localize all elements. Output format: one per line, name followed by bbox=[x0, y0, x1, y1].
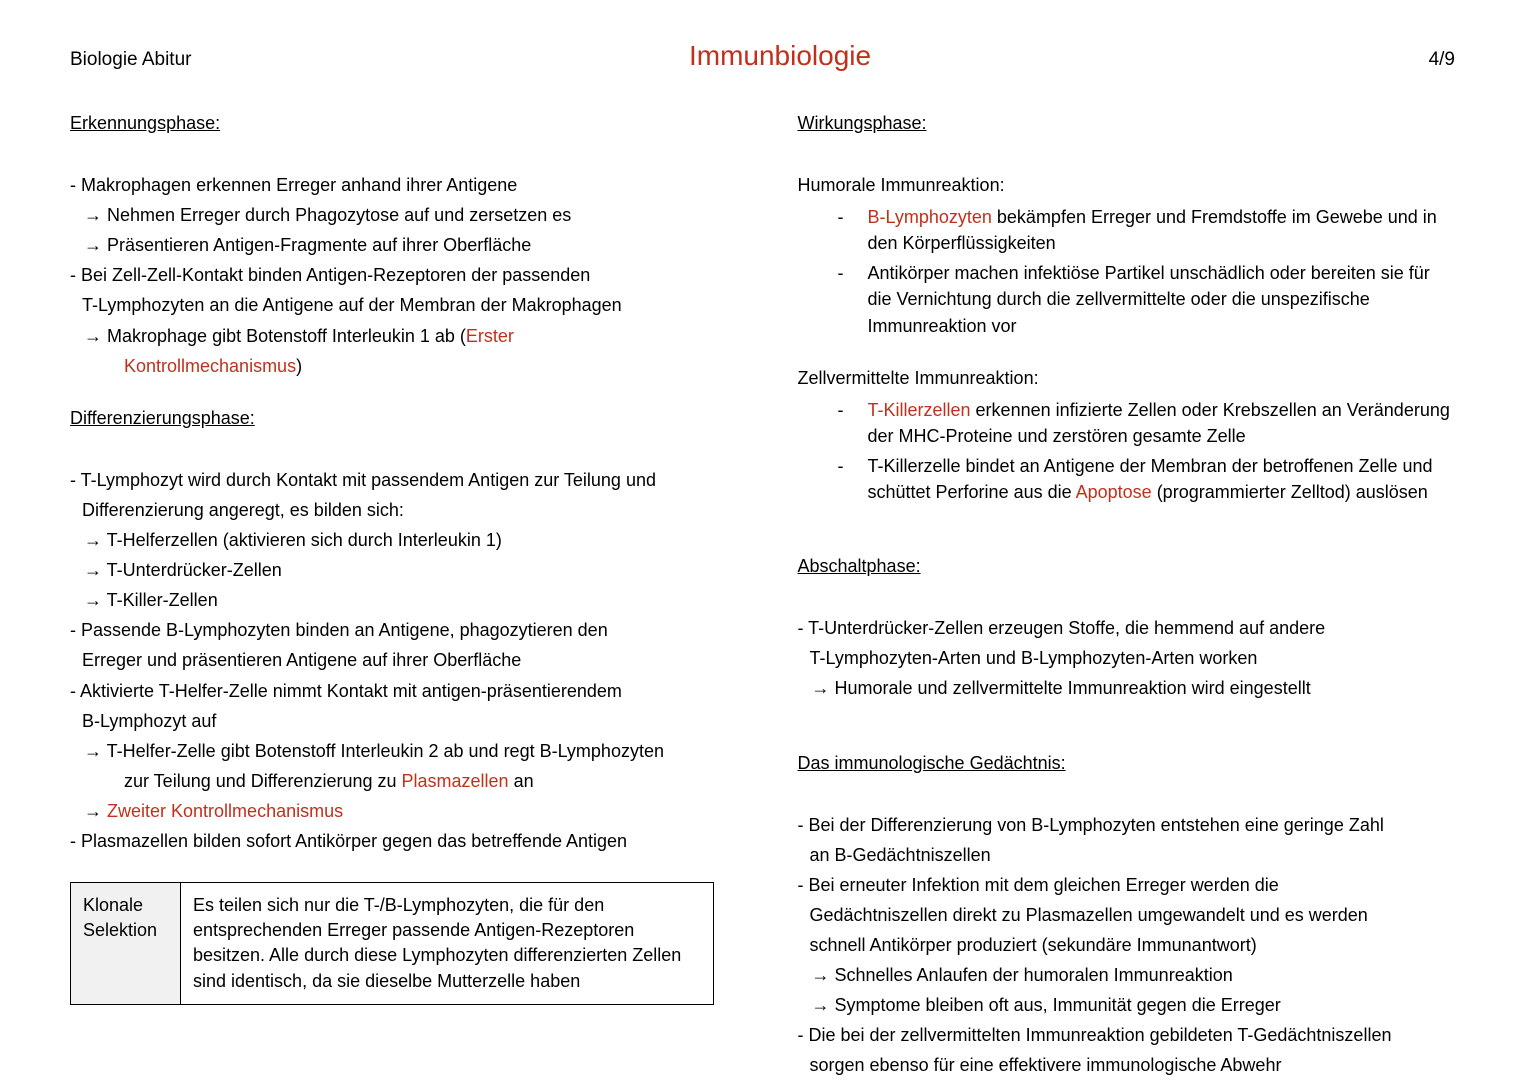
text-line: - Passende B-Lymphozyten binden an Antig… bbox=[70, 617, 728, 643]
text-line: Gedächtniszellen direkt zu Plasmazellen … bbox=[798, 902, 1456, 928]
text-fragment: (programmierter Zelltod) auslösen bbox=[1152, 482, 1428, 502]
text-line: → Humorale und zellvermittelte Immunreak… bbox=[798, 675, 1456, 701]
text-fragment: an bbox=[509, 771, 534, 791]
text-line: → T-Unterdrücker-Zellen bbox=[70, 557, 728, 583]
right-column: Wirkungsphase: Humorale Immunreaktion: B… bbox=[798, 110, 1456, 1082]
subheading-zellvermittelt: Zellvermittelte Immunreaktion: bbox=[798, 365, 1456, 391]
text-line: schnell Antikörper produziert (sekundäre… bbox=[798, 932, 1456, 958]
text-line: → Nehmen Erreger durch Phagozytose auf u… bbox=[70, 202, 728, 228]
text-fragment: ) bbox=[296, 356, 302, 376]
text-fragment: zur Teilung und Differenzierung zu bbox=[124, 771, 402, 791]
text-line: - T-Lymphozyt wird durch Kontakt mit pas… bbox=[70, 467, 728, 493]
text-line: → Präsentieren Antigen-Fragmente auf ihr… bbox=[70, 232, 728, 258]
text-line: Differenzierung angeregt, es bilden sich… bbox=[70, 497, 728, 523]
heading-differenzierungsphase: Differenzierungsphase: bbox=[70, 405, 728, 431]
highlight-term: Zweiter Kontrollmechanismus bbox=[107, 801, 343, 821]
highlight-term: Kontrollmechanismus bbox=[124, 356, 296, 376]
text-line: an B-Gedächtniszellen bbox=[798, 842, 1456, 868]
text-line: T-Lymphozyten-Arten und B-Lymphozyten-Ar… bbox=[798, 645, 1456, 671]
text-line: → T-Helferzellen (aktivieren sich durch … bbox=[70, 527, 728, 553]
text-line: - Bei der Differenzierung von B-Lymphozy… bbox=[798, 812, 1456, 838]
heading-wirkungsphase: Wirkungsphase: bbox=[798, 110, 1456, 136]
text-line: - Die bei der zellvermittelten Immunreak… bbox=[798, 1022, 1456, 1048]
table-term-cell: Klonale Selektion bbox=[71, 883, 181, 1005]
text-line: - Bei Zell-Zell-Kontakt binden Antigen-R… bbox=[70, 262, 728, 288]
text-line: → Schnelles Anlaufen der humoralen Immun… bbox=[798, 962, 1456, 988]
text-line: Erreger und präsentieren Antigene auf ih… bbox=[70, 647, 728, 673]
list-item: Antikörper machen infektiöse Partikel un… bbox=[868, 260, 1456, 338]
text-line: - Bei erneuter Infektion mit dem gleiche… bbox=[798, 872, 1456, 898]
page-title: Immunbiologie bbox=[131, 40, 1428, 72]
bullet-list: B-Lymphozyten bekämpfen Erreger und Frem… bbox=[798, 204, 1456, 338]
text-line: B-Lymphozyt auf bbox=[70, 708, 728, 734]
page-number: 4/9 bbox=[1429, 49, 1455, 71]
definition-table: Klonale Selektion Es teilen sich nur die… bbox=[70, 882, 714, 1005]
page-header: Biologie Abitur Immunbiologie 4/9 bbox=[70, 40, 1455, 72]
text-line: - Makrophagen erkennen Erreger anhand ih… bbox=[70, 172, 728, 198]
highlight-term: Plasmazellen bbox=[402, 771, 509, 791]
text-line: - T-Unterdrücker-Zellen erzeugen Stoffe,… bbox=[798, 615, 1456, 641]
table-definition-cell: Es teilen sich nur die T-/B-Lymphozyten,… bbox=[181, 883, 714, 1005]
list-item: B-Lymphozyten bekämpfen Erreger und Frem… bbox=[868, 204, 1456, 256]
list-item: T-Killerzellen erkennen infizierte Zelle… bbox=[868, 397, 1456, 449]
text-line: T-Lymphozyten an die Antigene auf der Me… bbox=[70, 292, 728, 318]
text-line: - Aktivierte T-Helfer-Zelle nimmt Kontak… bbox=[70, 678, 728, 704]
text-fragment: → bbox=[84, 801, 107, 821]
text-line: → T-Killer-Zellen bbox=[70, 587, 728, 613]
text-fragment: → Makrophage gibt Botenstoff Interleukin… bbox=[84, 326, 466, 346]
highlight-term: Erster bbox=[466, 326, 514, 346]
highlight-term: Apoptose bbox=[1076, 482, 1152, 502]
text-line: sorgen ebenso für eine effektivere immun… bbox=[798, 1052, 1456, 1078]
text-line: → T-Helfer-Zelle gibt Botenstoff Interle… bbox=[70, 738, 728, 764]
highlight-term: T-Killerzellen bbox=[868, 400, 971, 420]
subheading-humorale: Humorale Immunreaktion: bbox=[798, 172, 1456, 198]
text-line: → Zweiter Kontrollmechanismus bbox=[70, 798, 728, 824]
text-line: → Makrophage gibt Botenstoff Interleukin… bbox=[70, 323, 728, 349]
left-column: Erkennungsphase: - Makrophagen erkennen … bbox=[70, 110, 728, 1082]
text-line: - Plasmazellen bilden sofort Antikörper … bbox=[70, 828, 728, 854]
highlight-term: B-Lymphozyten bbox=[868, 207, 992, 227]
heading-erkennungsphase: Erkennungsphase: bbox=[70, 110, 728, 136]
list-item: T-Killerzelle bindet an Antigene der Mem… bbox=[868, 453, 1456, 505]
text-line: Kontrollmechanismus) bbox=[70, 353, 728, 379]
content-columns: Erkennungsphase: - Makrophagen erkennen … bbox=[70, 110, 1455, 1082]
heading-gedaechtnis: Das immunologische Gedächtnis: bbox=[798, 750, 1456, 776]
text-line: zur Teilung und Differenzierung zu Plasm… bbox=[70, 768, 728, 794]
bullet-list: T-Killerzellen erkennen infizierte Zelle… bbox=[798, 397, 1456, 505]
heading-abschaltphase: Abschaltphase: bbox=[798, 553, 1456, 579]
text-line: → Symptome bleiben oft aus, Immunität ge… bbox=[798, 992, 1456, 1018]
